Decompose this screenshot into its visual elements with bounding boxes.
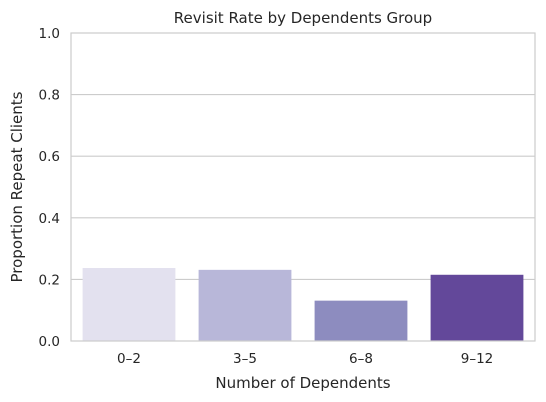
x-tick-label: 6–8 bbox=[349, 351, 373, 367]
y-tick-label: 0.2 bbox=[39, 272, 60, 288]
bars bbox=[82, 268, 524, 341]
chart-title: Revisit Rate by Dependents Group bbox=[174, 9, 432, 27]
x-tick-label: 3–5 bbox=[233, 351, 257, 367]
y-tick-label: 0.8 bbox=[39, 88, 60, 104]
y-tick-label: 1.0 bbox=[39, 26, 60, 42]
y-tick-label: 0.0 bbox=[39, 334, 60, 350]
y-tick-label: 0.4 bbox=[39, 211, 60, 227]
y-tick-label: 0.6 bbox=[39, 149, 60, 165]
bar bbox=[82, 268, 176, 341]
y-axis-label: Proportion Repeat Clients bbox=[8, 91, 26, 282]
x-tick-label: 9–12 bbox=[461, 351, 494, 367]
bar bbox=[314, 300, 408, 341]
y-tick-labels: 0.0 0.2 0.4 0.6 0.8 1.0 bbox=[39, 26, 60, 350]
plot-frame bbox=[70, 32, 536, 342]
bar bbox=[430, 274, 524, 341]
y-grid bbox=[71, 94, 535, 280]
x-tick-labels: 0–2 3–5 6–8 9–12 bbox=[117, 351, 493, 367]
bar bbox=[198, 269, 292, 341]
x-tick-label: 0–2 bbox=[117, 351, 141, 367]
x-axis-label: Number of Dependents bbox=[215, 374, 390, 392]
